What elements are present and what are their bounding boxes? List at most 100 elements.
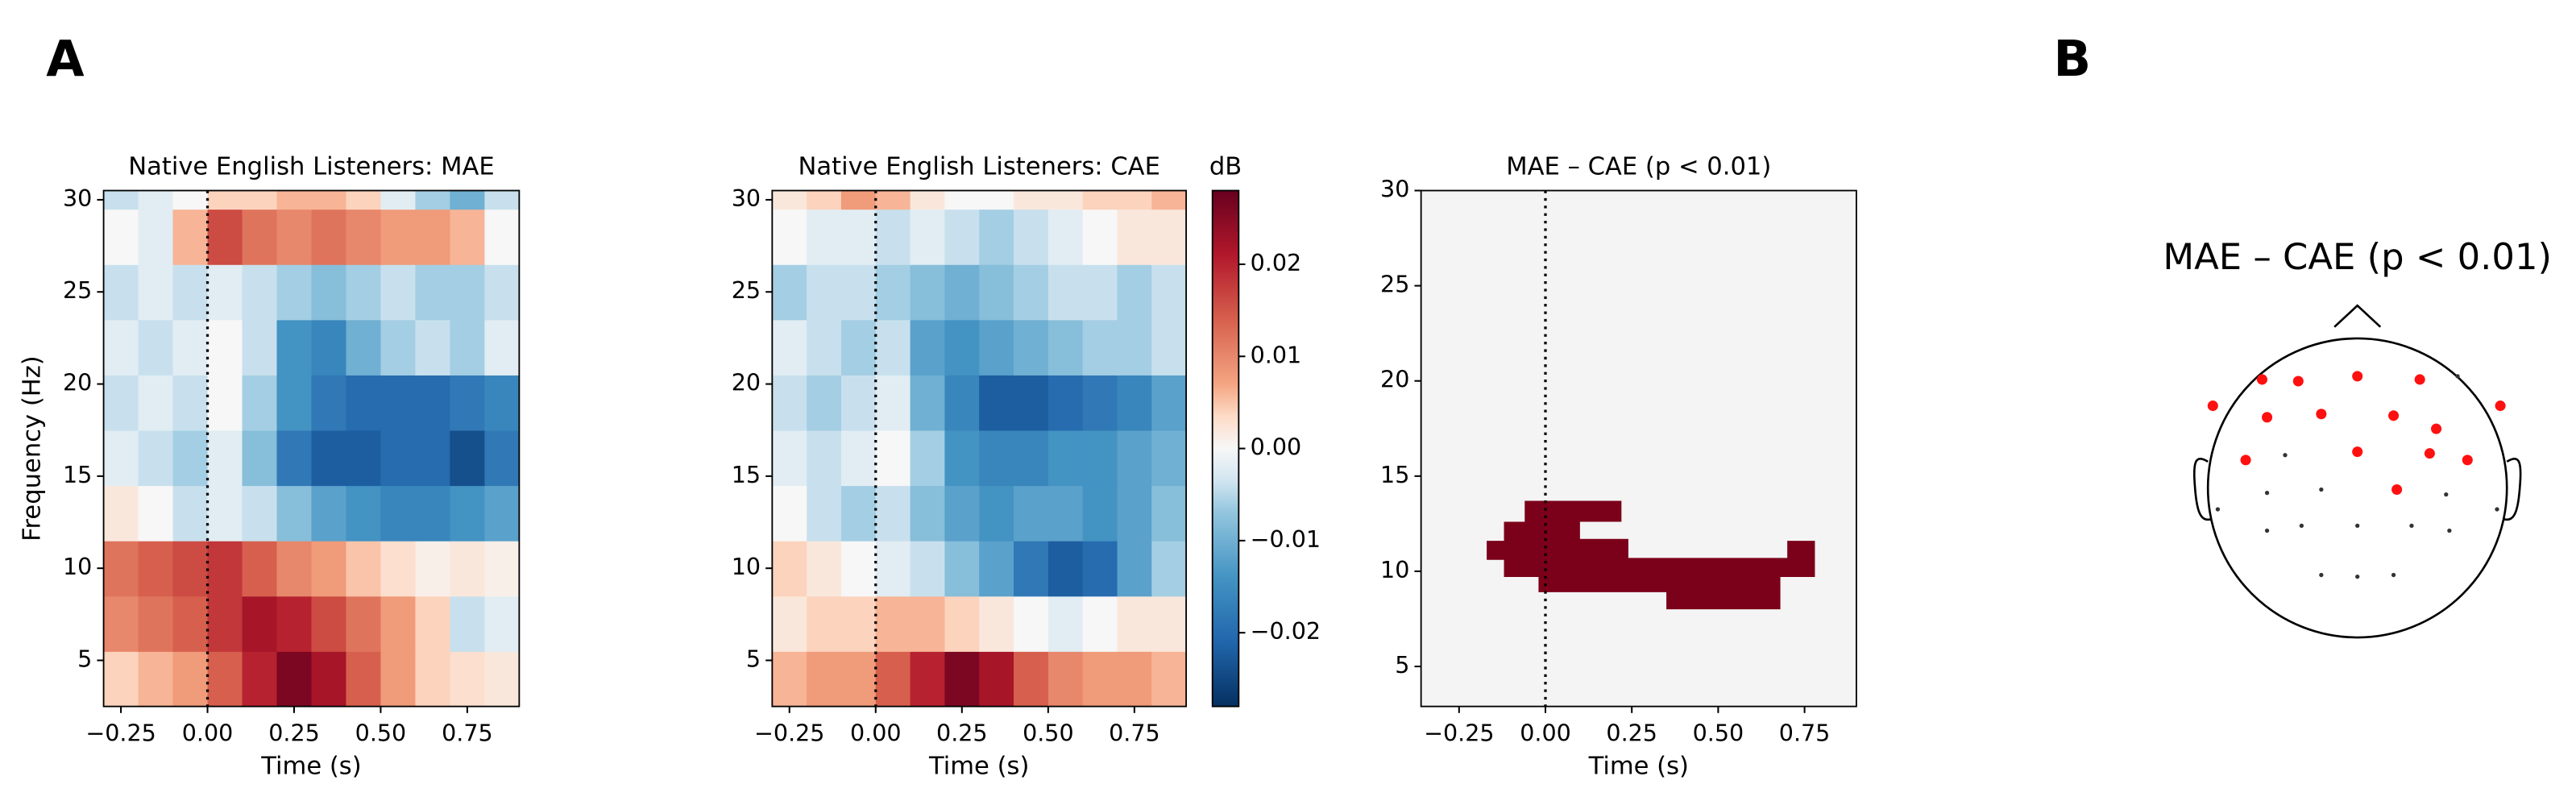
heatmap-cell [807,485,842,542]
y-tick-label: 30 [1380,176,1409,202]
sensor [2264,490,2270,496]
heatmap-cell [276,190,313,210]
topomap [2192,304,2522,639]
heatmap-cell [979,264,1014,321]
heatmap-cell [1151,430,1187,487]
heatmap-cell [207,485,243,542]
significant-cluster [1487,500,1815,610]
colorbar-tick-label: 0.01 [1251,342,1302,368]
heatmap-cell [1082,596,1118,652]
y-tick-label: 25 [1380,272,1409,298]
heatmap-cell [484,651,520,707]
y-tick-label: 5 [77,645,92,672]
sensor [2424,448,2435,459]
sensors [2207,371,2506,579]
y-tick-label: 10 [1380,557,1409,583]
heatmap-cell [380,430,417,487]
heatmap-cell [346,485,382,542]
heatmap-cell [311,540,347,597]
sensor [2391,484,2403,496]
other-sensors [2215,374,2499,579]
heatmap-cell [311,190,347,210]
heatmap-cell [276,209,313,265]
heatmap-cell [1047,485,1084,542]
x-tick-label: 0.00 [182,720,234,746]
heatmap-cell [979,540,1014,597]
x-tick-label: 0.75 [1109,720,1160,746]
x-tick-label: 0.00 [1520,720,1571,746]
heatmap-cell [772,375,807,431]
heatmap-cell [415,375,451,431]
sensor [2414,374,2425,385]
heatmap-cell [172,651,209,707]
heatmap-cell [346,319,382,376]
plot-area [772,190,1187,707]
heatmap-cell [380,485,417,542]
heatmap-cell [450,190,486,210]
heatmap-cell [415,264,451,321]
heatmap-cell [1014,540,1049,597]
heatmap-cell [207,430,243,487]
heatmap-cell [242,375,278,431]
heatmap-cell [450,375,486,431]
heatmap-cell [276,430,313,487]
heatmap-cell [1082,209,1118,265]
heatmap-cell [346,651,382,707]
sensor [2299,523,2304,529]
heatmap-cell [772,651,807,707]
heatmap-cell [346,375,382,431]
sensor [2352,371,2363,382]
heatmap-cell [138,375,174,431]
heatmap-cell [415,596,451,652]
heatmap-cell [944,596,981,652]
panel: −0.25 0.00 0.25 0.50 0.75 5 10 15 20 25 30 MAE – CA… [1380,152,1857,781]
sensor [2215,507,2221,512]
heatmap-cell [172,319,209,376]
heatmap-cell [807,540,842,597]
colorbar-tick-label: 0.02 [1251,250,1302,276]
heatmap-cell [172,485,209,542]
sensor [2495,507,2499,512]
heatmap-cell [1117,319,1153,376]
heatmap-cell [103,375,139,431]
sensor [2319,572,2324,578]
heatmap-cell [242,264,278,321]
heatmap-cell [1014,319,1049,376]
heatmap-cell [207,264,243,321]
heatmap-cell [1014,209,1049,265]
y-tick-label: 10 [63,554,92,580]
heatmap-cell [875,596,911,652]
colorbar-label: dB [1209,152,1242,181]
heatmap-cell [172,540,209,597]
heatmap-cell [910,651,946,707]
heatmap-cell [484,430,520,487]
panel-label: B [2054,31,2092,88]
heatmap-cell [1014,264,1049,321]
heatmap-cell [311,651,347,707]
heatmap-cell [484,264,520,321]
heatmap-cell [450,430,486,487]
heatmap-cell [910,319,946,376]
heatmap-cell [840,485,877,542]
y-tick-label: 5 [746,645,761,672]
heatmap-cell [172,375,209,431]
heatmap-cell [207,319,243,376]
heatmap-cell [415,540,451,597]
sensor [2391,572,2396,578]
heatmap-cell [311,209,347,265]
heatmap-cell [944,264,981,321]
heatmap-cell [380,319,417,376]
heatmap-cell [807,430,842,487]
sensor [2455,374,2460,379]
heatmap-cell [910,190,946,210]
heatmap-cell [1117,264,1153,321]
heatmap-cell [944,540,981,597]
heatmap-cell [875,430,911,487]
heatmap-cell [242,190,278,210]
heatmap-cell [242,319,278,376]
heatmap-cell [979,485,1014,542]
heatmap-cell [772,209,807,265]
heatmap-cell [840,190,877,210]
axes-frame [1420,189,1857,708]
sensor [2256,374,2267,385]
